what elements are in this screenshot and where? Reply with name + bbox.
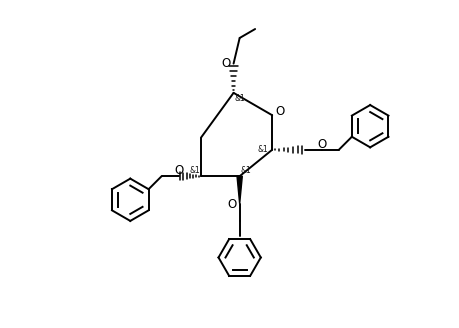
Text: &1: &1 bbox=[241, 166, 252, 174]
Polygon shape bbox=[237, 176, 242, 204]
Text: O: O bbox=[222, 57, 231, 70]
Text: O: O bbox=[174, 164, 183, 177]
Text: &1: &1 bbox=[189, 166, 200, 174]
Text: O: O bbox=[228, 198, 237, 211]
Text: &1: &1 bbox=[258, 145, 269, 154]
Text: &1: &1 bbox=[235, 94, 246, 103]
Text: O: O bbox=[276, 106, 285, 118]
Text: O: O bbox=[317, 137, 326, 151]
